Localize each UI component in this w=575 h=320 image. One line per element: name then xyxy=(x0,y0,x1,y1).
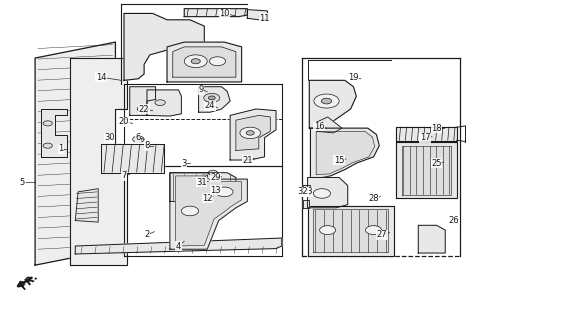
Circle shape xyxy=(320,226,336,235)
Circle shape xyxy=(136,138,141,141)
Polygon shape xyxy=(70,58,127,265)
Text: FR.: FR. xyxy=(19,271,40,292)
Circle shape xyxy=(208,170,217,175)
Polygon shape xyxy=(308,178,348,208)
Polygon shape xyxy=(316,131,375,174)
Circle shape xyxy=(209,57,225,66)
Circle shape xyxy=(240,127,260,139)
Polygon shape xyxy=(397,126,457,141)
Circle shape xyxy=(314,94,339,108)
Circle shape xyxy=(208,96,215,100)
Text: 20: 20 xyxy=(119,117,129,126)
Circle shape xyxy=(191,59,200,64)
Text: 8: 8 xyxy=(144,141,150,150)
Text: 9: 9 xyxy=(199,85,204,94)
Text: 13: 13 xyxy=(210,186,221,195)
Text: 11: 11 xyxy=(259,14,270,23)
Polygon shape xyxy=(147,90,181,116)
Circle shape xyxy=(313,189,331,198)
Polygon shape xyxy=(41,109,67,157)
Text: 27: 27 xyxy=(377,230,388,239)
Polygon shape xyxy=(309,80,356,128)
Circle shape xyxy=(181,206,198,216)
Polygon shape xyxy=(101,144,164,173)
Text: 31: 31 xyxy=(196,178,207,187)
Circle shape xyxy=(137,106,149,112)
Text: 28: 28 xyxy=(368,194,379,203)
Polygon shape xyxy=(172,47,236,77)
Text: 21: 21 xyxy=(242,156,252,164)
Polygon shape xyxy=(402,146,451,195)
Text: 30: 30 xyxy=(105,133,115,142)
Polygon shape xyxy=(130,87,156,116)
Circle shape xyxy=(133,136,144,142)
Circle shape xyxy=(201,175,208,179)
Polygon shape xyxy=(247,10,267,20)
Polygon shape xyxy=(303,186,311,195)
Polygon shape xyxy=(310,128,380,178)
Text: 16: 16 xyxy=(314,122,324,131)
Circle shape xyxy=(155,100,166,106)
Text: 3: 3 xyxy=(182,159,187,168)
Text: 14: 14 xyxy=(96,73,106,82)
Circle shape xyxy=(43,143,52,148)
Polygon shape xyxy=(418,225,445,253)
Polygon shape xyxy=(308,206,394,256)
Polygon shape xyxy=(236,116,270,150)
Text: 22: 22 xyxy=(139,105,150,114)
Text: 17: 17 xyxy=(420,133,431,142)
Text: 19: 19 xyxy=(348,73,359,82)
Text: 6: 6 xyxy=(136,133,141,142)
Polygon shape xyxy=(170,173,236,201)
Text: 29: 29 xyxy=(210,173,221,182)
Polygon shape xyxy=(397,142,457,198)
Text: 1: 1 xyxy=(58,144,64,153)
Polygon shape xyxy=(75,189,98,222)
Circle shape xyxy=(366,226,382,235)
Circle shape xyxy=(321,98,332,104)
Text: 2: 2 xyxy=(144,230,150,239)
Polygon shape xyxy=(198,87,230,112)
Polygon shape xyxy=(175,176,242,246)
Polygon shape xyxy=(303,200,309,208)
Text: 10: 10 xyxy=(219,9,229,18)
Polygon shape xyxy=(124,13,204,80)
Text: 25: 25 xyxy=(431,159,442,168)
Text: 24: 24 xyxy=(205,101,215,110)
Polygon shape xyxy=(35,42,116,265)
Text: 7: 7 xyxy=(121,172,126,180)
Text: 32: 32 xyxy=(298,188,308,196)
Text: 23: 23 xyxy=(302,188,313,196)
Text: 12: 12 xyxy=(202,194,212,203)
Circle shape xyxy=(43,121,52,126)
Polygon shape xyxy=(170,173,247,249)
Text: 26: 26 xyxy=(448,216,459,225)
Text: 15: 15 xyxy=(334,156,344,164)
Polygon shape xyxy=(313,209,388,252)
Polygon shape xyxy=(184,9,247,17)
Text: 5: 5 xyxy=(20,178,25,187)
Circle shape xyxy=(246,131,254,135)
Circle shape xyxy=(216,187,233,197)
Polygon shape xyxy=(230,109,276,160)
Polygon shape xyxy=(167,42,242,82)
Text: 18: 18 xyxy=(431,124,442,132)
Text: 4: 4 xyxy=(176,242,181,251)
Circle shape xyxy=(204,93,220,102)
Polygon shape xyxy=(317,117,342,133)
Circle shape xyxy=(184,55,207,68)
Polygon shape xyxy=(75,238,282,254)
